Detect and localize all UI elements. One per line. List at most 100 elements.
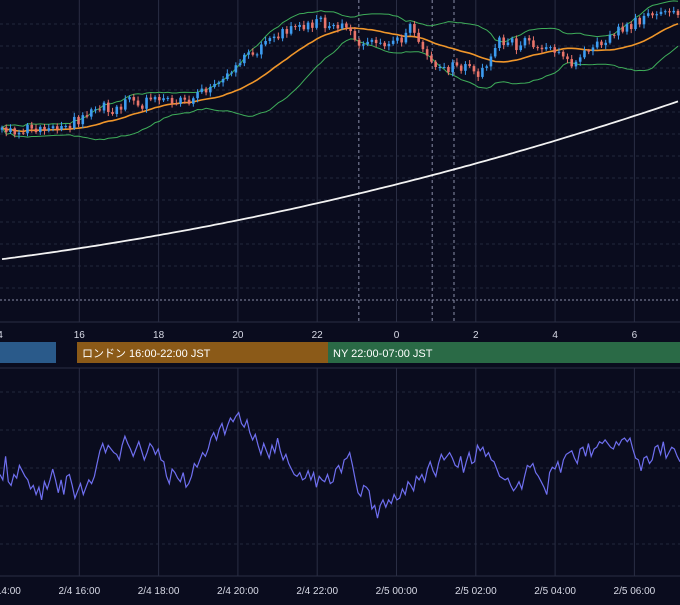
candle-body bbox=[64, 125, 68, 127]
candle-body bbox=[651, 13, 654, 16]
candle-body bbox=[459, 65, 463, 71]
candle-body bbox=[468, 64, 471, 67]
candle-body bbox=[260, 44, 263, 55]
candle-body bbox=[251, 52, 255, 55]
osc-x-tick-label: 2/5 06:00 bbox=[614, 586, 656, 597]
candle-body bbox=[578, 57, 582, 62]
candle-body bbox=[55, 126, 59, 130]
candle-body bbox=[149, 97, 153, 100]
candle-body bbox=[506, 42, 510, 46]
bollinger-upper-band bbox=[1, 0, 679, 128]
candle-body bbox=[455, 62, 459, 66]
candle-body bbox=[510, 38, 514, 43]
candle-body bbox=[268, 38, 272, 41]
candle-body bbox=[319, 17, 323, 20]
candle-body bbox=[30, 124, 34, 129]
candle-body bbox=[302, 24, 306, 30]
candle-body bbox=[38, 126, 42, 133]
candle-body bbox=[570, 59, 574, 67]
session-bar[interactable] bbox=[77, 342, 328, 363]
candle-body bbox=[357, 39, 361, 46]
candle-body bbox=[557, 51, 561, 53]
candle-body bbox=[0, 127, 4, 130]
candle-body bbox=[298, 24, 301, 27]
price-x-tick-label: 22 bbox=[312, 330, 324, 341]
candle-body bbox=[332, 24, 335, 27]
price-x-tick-label: 18 bbox=[153, 330, 165, 341]
candle-body bbox=[128, 97, 131, 100]
session-bar[interactable] bbox=[0, 342, 56, 363]
candle-body bbox=[336, 24, 340, 29]
candle-body bbox=[145, 97, 148, 109]
price-x-tick-label: 0 bbox=[394, 330, 400, 341]
candle-body bbox=[217, 82, 221, 84]
candle-body bbox=[583, 50, 586, 58]
candle-body bbox=[60, 125, 63, 130]
candle-body bbox=[272, 36, 276, 39]
candle-body bbox=[515, 38, 518, 51]
price-x-tick-label: 20 bbox=[232, 330, 244, 341]
candle-body bbox=[311, 22, 314, 28]
candle-body bbox=[553, 47, 557, 53]
candle-body bbox=[663, 11, 667, 13]
candle-body bbox=[192, 98, 195, 104]
candle-body bbox=[170, 97, 174, 104]
candle-body bbox=[238, 63, 242, 66]
candle-body bbox=[226, 73, 229, 79]
candle-body bbox=[166, 97, 170, 99]
candle-body bbox=[659, 11, 663, 15]
candle-body bbox=[366, 41, 369, 45]
candle-body bbox=[115, 106, 119, 114]
candle-body bbox=[13, 128, 17, 135]
candle-body bbox=[77, 116, 80, 125]
candle-body bbox=[162, 98, 165, 101]
bollinger-lower-band bbox=[1, 38, 679, 141]
candle-body bbox=[629, 24, 633, 30]
candle-body bbox=[408, 24, 412, 33]
candle-body bbox=[413, 24, 416, 33]
candle-body bbox=[434, 61, 437, 67]
candle-body bbox=[489, 56, 493, 67]
candle-body bbox=[183, 97, 187, 100]
candle-body bbox=[136, 100, 140, 106]
candle-body bbox=[600, 41, 603, 46]
candle-body bbox=[285, 29, 289, 34]
candle-body bbox=[608, 34, 612, 43]
session-bar[interactable] bbox=[328, 342, 680, 363]
candle-body bbox=[200, 88, 204, 93]
candle-body bbox=[400, 37, 403, 43]
candle-body bbox=[47, 128, 51, 131]
candle-body bbox=[387, 43, 391, 47]
candle-body bbox=[566, 56, 569, 60]
candle-body bbox=[502, 37, 505, 46]
candle-body bbox=[595, 41, 599, 48]
session-label: NY 22:00-07:00 JST bbox=[333, 348, 433, 360]
candle-body bbox=[668, 11, 671, 13]
candle-body bbox=[532, 40, 535, 48]
candle-body bbox=[72, 116, 76, 129]
candle-body bbox=[472, 66, 476, 72]
oscillator-line bbox=[0, 411, 680, 519]
candle-body bbox=[485, 66, 488, 68]
candle-body bbox=[51, 126, 55, 129]
candle-body bbox=[158, 97, 161, 101]
candle-body bbox=[642, 15, 646, 25]
candle-body bbox=[604, 42, 608, 46]
candle-body bbox=[68, 125, 72, 129]
candle-body bbox=[362, 44, 365, 46]
candle-body bbox=[417, 32, 420, 42]
candle-body bbox=[340, 23, 344, 29]
candle-body bbox=[123, 99, 127, 110]
price-x-tick-label: 4 bbox=[0, 330, 3, 341]
candle-body bbox=[421, 41, 425, 50]
candle-body bbox=[230, 72, 233, 74]
candle-body bbox=[574, 61, 578, 67]
candle-body bbox=[204, 88, 208, 93]
candle-body bbox=[89, 109, 93, 117]
session-label: ロンドン 16:00-22:00 JST bbox=[82, 348, 211, 360]
candle-body bbox=[544, 47, 548, 50]
osc-x-tick-label: 2/4 20:00 bbox=[217, 586, 259, 597]
candle-body bbox=[213, 83, 216, 87]
candle-body bbox=[621, 26, 625, 32]
price-x-tick-label: 16 bbox=[74, 330, 86, 341]
